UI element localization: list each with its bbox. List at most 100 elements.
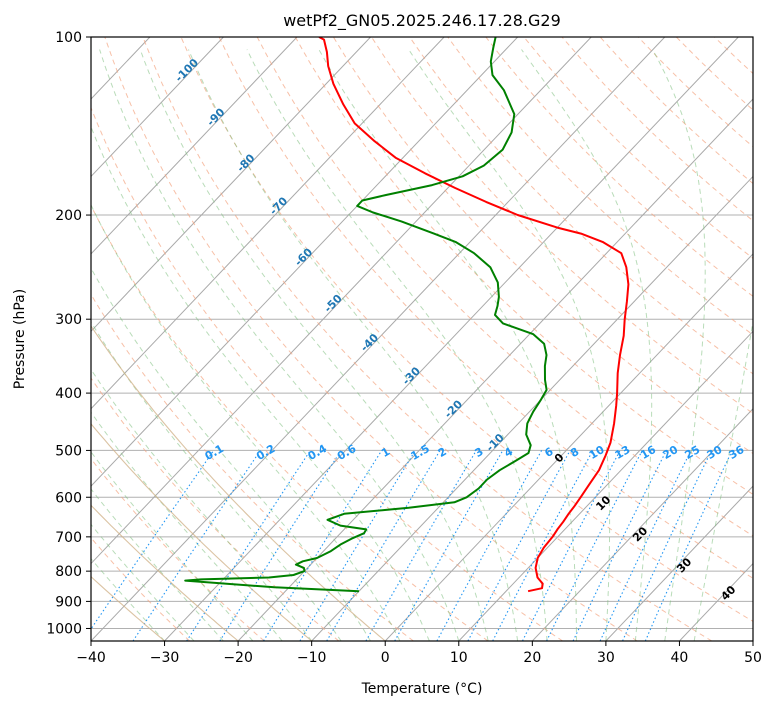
theta-e-label: 30	[674, 555, 694, 575]
isotherm-label: -30	[400, 364, 423, 387]
x-tick-label: 20	[523, 650, 541, 666]
mixing-ratio-label: 3	[473, 445, 486, 460]
mixing-ratio-line	[522, 450, 621, 641]
mixing-ratio-label: 8	[568, 445, 581, 460]
moist-adiabat-line	[91, 267, 371, 641]
dry-adiabat-line	[91, 106, 563, 641]
y-tick-label: 400	[55, 386, 82, 402]
dry-adiabat-line	[752, 37, 753, 39]
moist-adiabat-line	[188, 49, 519, 641]
mixing-ratio-line	[644, 450, 733, 641]
dry-adiabat-line	[91, 204, 489, 641]
moist-adiabat-line	[91, 125, 430, 641]
mixing-ratio-label: 1.5	[409, 442, 432, 463]
y-tick-label: 700	[55, 530, 82, 546]
reference-curve-line	[91, 325, 386, 641]
moist-adiabat-line	[693, 318, 753, 641]
isotherm-line	[91, 37, 371, 333]
profile-lines	[184, 37, 630, 593]
reference-curve-line	[91, 504, 239, 641]
dry-adiabat-line	[637, 37, 753, 148]
isotherm-label: -50	[322, 292, 345, 315]
chart-title: wetPf2_GN05.2025.246.17.28.G29	[283, 11, 561, 31]
mixing-ratio-line	[546, 450, 643, 641]
mixing-ratio-label: 0.4	[306, 442, 330, 463]
dry-adiabat-line	[142, 37, 713, 641]
mixing-ratio-label: 16	[638, 443, 658, 462]
mixing-ratio-line	[263, 450, 383, 641]
moist-adiabat-line	[91, 203, 401, 641]
mixing-ratio-line	[436, 450, 543, 641]
isotherm-label: -90	[204, 105, 227, 128]
dry-adiabat-line	[523, 37, 753, 259]
isotherm-line	[237, 98, 753, 641]
dry-adiabat-line	[256, 37, 753, 537]
x-tick-label: 40	[671, 650, 689, 666]
isotherm-label: -40	[358, 331, 381, 354]
moist-adiabat-line	[521, 49, 653, 641]
y-tick-label: 600	[55, 490, 82, 506]
dry-adiabat-line	[409, 37, 753, 375]
isotherm-line	[0, 37, 3, 641]
mixing-ratio-label: 36	[727, 443, 747, 462]
y-axis-label: Pressure (hPa)	[12, 289, 28, 389]
x-tick-label: −30	[150, 650, 180, 666]
moist-adiabat-line	[408, 49, 611, 641]
y-tick-label: 800	[55, 564, 82, 580]
x-tick-label: −40	[76, 650, 106, 666]
x-tick-label: 50	[744, 650, 762, 666]
isotherm-label: -80	[234, 151, 257, 174]
mixing-ratio-label: 0.6	[335, 442, 359, 463]
dry-adiabat-line	[599, 37, 753, 185]
mixing-ratio-line	[572, 450, 667, 641]
y-tick-label: 1000	[46, 621, 82, 637]
mixing-ratio-line	[219, 450, 342, 641]
moist-adiabat-line	[91, 488, 224, 641]
mixing-ratio-line	[365, 450, 477, 641]
dry-adiabat-line	[180, 37, 753, 622]
isotherm-label: -20	[442, 397, 465, 420]
mixing-ratio-label: 1	[379, 445, 392, 460]
reference-curve-line	[91, 423, 313, 641]
dry-adiabat-line	[91, 377, 340, 641]
isotherm-line	[91, 37, 445, 410]
isotherm-line	[311, 175, 753, 641]
isotherm-line	[458, 330, 753, 641]
isotherm-label: -60	[292, 245, 315, 268]
mixing-ratio-label: 20	[660, 443, 680, 462]
mixing-ratio-line	[599, 450, 692, 641]
isotherm-line	[164, 37, 739, 641]
x-axis-label: Temperature (°C)	[361, 681, 483, 697]
dry-adiabat-line	[294, 37, 753, 495]
y-tick-label: 100	[55, 30, 82, 46]
plot-frame	[90, 36, 754, 642]
isotherm-line	[91, 37, 592, 565]
x-tick-label: −20	[223, 650, 253, 666]
reference-curve-line	[91, 575, 165, 641]
dry-adiabat-line	[332, 37, 753, 455]
inline-labels: -100-90-80-70-60-50-40-30-20-100.1 0.2 0.4…	[173, 56, 747, 603]
mixing-ratio-label: 25	[683, 443, 703, 462]
dry-adiabat-line	[91, 536, 191, 641]
temperature-profile-line	[318, 37, 630, 593]
moist-adiabat-line	[99, 49, 460, 641]
theta-e-label: 40	[718, 583, 738, 603]
dry-adiabat-line	[447, 37, 753, 336]
moist-adiabat-line	[139, 49, 489, 641]
dry-adiabat-line	[561, 37, 753, 222]
dry-adiabat-line	[218, 37, 753, 579]
moist-adiabat-line	[91, 451, 254, 641]
moist-adiabat-line	[91, 321, 342, 641]
dry-adiabat-line	[104, 37, 638, 641]
dry-adiabat-line	[91, 293, 414, 641]
x-tick-label: 0	[381, 650, 390, 666]
isotherm-line	[91, 37, 298, 255]
isotherm-line	[91, 37, 224, 178]
dry-adiabat-line	[91, 457, 265, 641]
moist-adiabat-line	[91, 557, 165, 641]
x-tick-label: −10	[297, 650, 327, 666]
moist-adiabat-line	[652, 49, 706, 641]
mixing-ratio-label: 2	[436, 445, 449, 460]
isotherm-line	[679, 562, 753, 641]
